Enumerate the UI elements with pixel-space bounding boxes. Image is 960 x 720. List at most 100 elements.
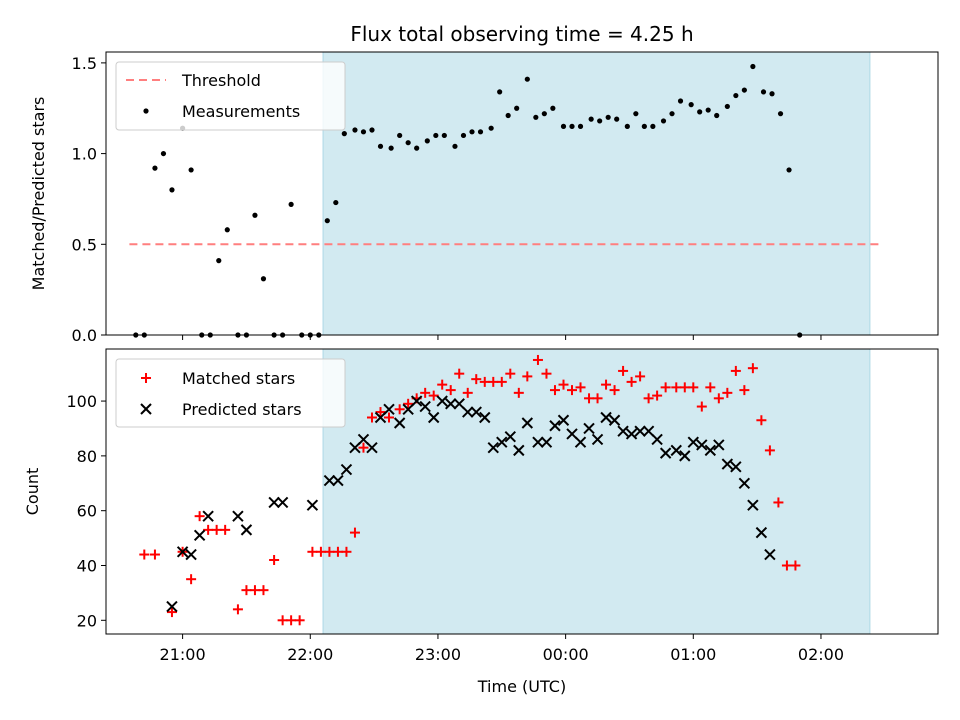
- bottom-y-tick-label: 60: [77, 502, 97, 521]
- matched-point: [294, 615, 305, 626]
- measurement-point: [369, 127, 375, 133]
- matched-point: [513, 387, 524, 398]
- matched-point: [332, 546, 343, 557]
- matched-point: [705, 382, 716, 393]
- matched-point: [549, 385, 560, 396]
- predicted-point: [349, 441, 361, 454]
- matched-point: [739, 385, 750, 396]
- matched-point: [277, 615, 288, 626]
- predicted-point: [453, 398, 465, 410]
- predicted-point: [445, 398, 457, 410]
- matched-point: [437, 379, 448, 390]
- measurement-point: [524, 76, 530, 82]
- predicted-point: [521, 417, 534, 429]
- matched-point: [496, 376, 507, 387]
- top-legend-box: [115, 61, 346, 131]
- matched-point: [558, 379, 569, 390]
- observing-span: [322, 51, 871, 336]
- measurement-point: [224, 227, 230, 233]
- predicted-point: [193, 529, 206, 542]
- matched-point: [488, 376, 499, 387]
- measurement-point: [405, 140, 411, 146]
- matched-point: [341, 546, 352, 557]
- measurement-point: [724, 103, 730, 110]
- matched-point: [149, 549, 160, 560]
- matched-point: [249, 585, 260, 596]
- matched-point: [660, 382, 671, 393]
- predicted-point: [730, 461, 742, 473]
- predicted-point: [651, 433, 663, 446]
- measurement-point: [452, 143, 458, 149]
- ratio-panel: 0.0 0.5 1.0 1.5 Matched/Predicted stars Thr…: [29, 51, 939, 345]
- x-axis-label: Time (UTC): [477, 677, 566, 696]
- legend-threshold-label: Threshold: [181, 71, 261, 90]
- matched-point: [366, 412, 377, 423]
- measurement-point: [514, 105, 520, 111]
- matched-point: [713, 393, 724, 404]
- predicted-point: [670, 444, 682, 457]
- matched-point: [258, 585, 269, 596]
- predicted-point: [566, 428, 578, 440]
- predicted-point: [419, 400, 431, 413]
- predicted-point: [679, 450, 691, 462]
- measurement-point: [624, 123, 630, 129]
- matched-point: [722, 387, 733, 398]
- matched-point: [601, 379, 612, 390]
- measurement-point: [677, 98, 684, 104]
- matched-point: [773, 497, 784, 508]
- matched-point: [652, 390, 663, 401]
- predicted-point: [402, 403, 414, 415]
- matched-point: [643, 393, 654, 404]
- matched-point: [764, 445, 775, 456]
- bottom-legend-box: [115, 358, 346, 428]
- measurement-point: [341, 131, 347, 137]
- predicted-point: [687, 436, 700, 448]
- observing-span: [322, 348, 871, 635]
- bottom-y-tick-label: 40: [77, 556, 97, 575]
- matched-point: [592, 393, 603, 404]
- predicted-point: [202, 510, 214, 522]
- legend-matched-swatch: [141, 373, 151, 383]
- matched-point: [671, 382, 682, 393]
- measurement-point: [641, 123, 647, 129]
- x-tick-label: 01:00: [670, 645, 716, 664]
- measurement-point: [252, 212, 258, 218]
- matched-point: [186, 574, 197, 585]
- predicted-point: [634, 425, 646, 437]
- predicted-point: [747, 499, 759, 511]
- bottom-y-ticks: 20 40 60 80 100: [66, 392, 106, 630]
- measurement-point: [786, 167, 792, 173]
- measurement-point: [741, 87, 747, 93]
- measurement-point: [541, 111, 547, 117]
- predicted-point: [583, 422, 595, 435]
- measurement-point: [288, 201, 294, 207]
- measurement-point: [605, 114, 611, 120]
- matched-point: [471, 374, 482, 385]
- matched-point: [358, 442, 369, 453]
- predicted-point: [166, 600, 178, 613]
- measurement-point: [460, 132, 467, 139]
- measurement-point: [216, 258, 222, 264]
- matched-point: [781, 560, 792, 571]
- matched-point: [420, 387, 431, 398]
- matched-point: [203, 524, 214, 535]
- bottom-axes-frame: [105, 348, 939, 635]
- matched-point: [462, 387, 473, 398]
- predicted-point: [462, 406, 474, 418]
- predicted-point: [600, 411, 612, 424]
- matched-point: [375, 407, 386, 418]
- measurement-point: [377, 143, 384, 149]
- matched-point: [454, 368, 465, 379]
- matched-point: [349, 527, 360, 538]
- measurement-point: [360, 129, 367, 135]
- predicted-point: [513, 444, 525, 457]
- bottom-legend: Matched stars Predicted stars: [115, 358, 346, 428]
- measurement-point: [497, 89, 503, 95]
- predicted-point: [764, 548, 776, 561]
- predicted-points: [166, 395, 776, 613]
- predicted-point: [496, 436, 508, 448]
- measurement-point: [733, 92, 739, 99]
- measurement-point: [705, 107, 711, 113]
- predicted-point: [549, 420, 561, 432]
- measurement-point: [414, 145, 420, 151]
